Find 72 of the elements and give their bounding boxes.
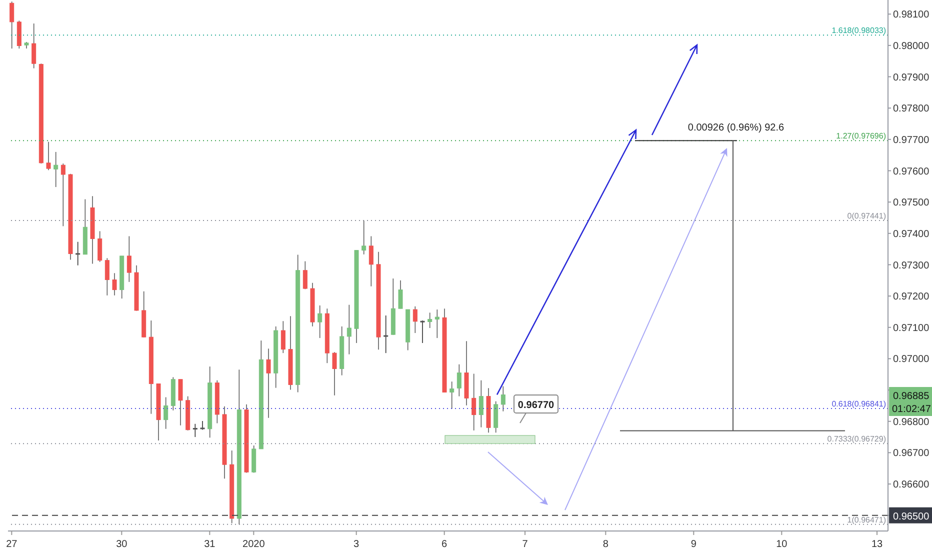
- y-tick-label: 0.97800: [893, 104, 930, 115]
- candlestick: [398, 280, 403, 310]
- x-tick-label: 8: [602, 539, 609, 550]
- candlestick: [450, 381, 454, 410]
- annotation: 0.00926 (0.96%) 92.6: [688, 122, 785, 134]
- candlestick: [266, 348, 271, 418]
- x-tick-label: 31: [204, 539, 216, 550]
- x-tick-label: 2020: [242, 539, 266, 550]
- candlestick: [98, 230, 102, 262]
- y-tick-label: 0.97600: [893, 166, 930, 178]
- candlestick: [32, 22, 36, 69]
- candlestick: [318, 304, 322, 339]
- candlestick: [332, 352, 337, 396]
- candlestick: [368, 236, 374, 287]
- candlestick: [112, 272, 117, 296]
- candlestick: [412, 306, 418, 334]
- y-tick-label: 0.97100: [893, 322, 930, 334]
- y-tick-label: 0.96800: [893, 416, 930, 428]
- candlestick: [384, 314, 388, 354]
- ref-line-label: 1.27(0.97696): [836, 132, 886, 141]
- candlestick: [164, 396, 168, 430]
- x-tick-label: 13: [871, 539, 883, 550]
- candlestick: [54, 151, 58, 188]
- y-tick-label: 0.97300: [893, 260, 930, 272]
- y-tick-label: 0.97500: [893, 198, 930, 209]
- x-tick-label: 9: [690, 539, 697, 550]
- candlestick: [302, 260, 308, 290]
- x-tick-label: 3: [354, 539, 360, 550]
- ref-line-label: 0.7333(0.96729): [827, 434, 886, 444]
- y-tick-label: 0.96600: [893, 480, 930, 491]
- candlestick: [10, 1, 14, 50]
- candlestick: [456, 364, 462, 397]
- y-tick-label: 0.97900: [893, 72, 930, 84]
- candlestick: [472, 373, 476, 431]
- candlestick: [362, 220, 366, 255]
- candlestick: [434, 309, 440, 339]
- x-tick-label: 6: [442, 539, 448, 550]
- candlestick: [500, 386, 506, 412]
- candlestick: [280, 320, 286, 354]
- text: 0.96885: [893, 391, 930, 402]
- candlestick: [178, 378, 183, 426]
- x-tick-label: 30: [116, 539, 128, 550]
- x-tick-label: 27: [6, 539, 18, 550]
- y-tick-label: 0.97200: [893, 292, 930, 303]
- candlestick: [104, 258, 110, 296]
- ref-line-label: 0.618(0.96841): [832, 400, 886, 409]
- x-tick-label: 10: [776, 539, 788, 550]
- y-tick-label: 0.97400: [893, 228, 930, 240]
- y-tick-label: 0.98100: [893, 10, 930, 21]
- candlestick: [252, 444, 256, 474]
- ref-line-label: 0.96500: [893, 511, 930, 522]
- y-tick-label: 0.98000: [893, 40, 930, 52]
- ref-line-label: 1.618(0.98033): [832, 26, 886, 36]
- y-tick-label: 0.97000: [893, 354, 930, 366]
- candlestick: [16, 20, 22, 50]
- ref-line-label: 1(0.96471): [847, 515, 886, 524]
- candlestick: [46, 141, 51, 171]
- candlestick: [420, 320, 425, 344]
- y-tick-label: 0.96700: [893, 448, 930, 460]
- candlestick: [478, 380, 484, 428]
- candlestick: [346, 304, 352, 355]
- candlestick: [126, 236, 132, 282]
- x-tick-label: 7: [522, 539, 528, 550]
- ref-line-label: 0(0.97441): [847, 212, 886, 221]
- candlestick: [428, 312, 432, 328]
- text: 01:02:47: [892, 404, 932, 415]
- candlestick: [494, 400, 498, 434]
- candlestick: [60, 163, 66, 227]
- y-tick-label: 0.97700: [893, 134, 930, 146]
- candlestick: [192, 423, 198, 438]
- candlestick: [76, 241, 80, 266]
- annotation: 0.96770: [518, 400, 555, 411]
